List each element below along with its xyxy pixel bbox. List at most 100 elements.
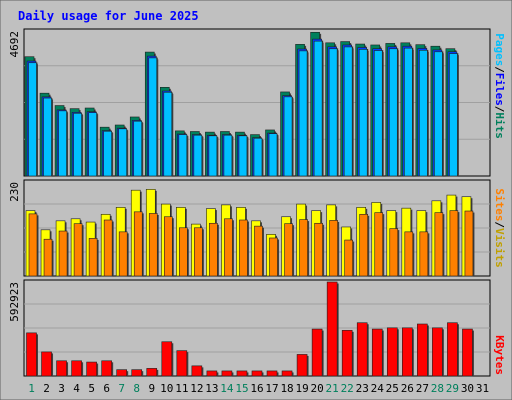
day-label: 28 bbox=[431, 382, 444, 395]
sites-bar bbox=[344, 239, 353, 277]
sites-bar bbox=[374, 212, 384, 277]
sites-bar bbox=[28, 213, 38, 277]
visits-axis-label: Visits bbox=[493, 228, 506, 268]
pages-bar bbox=[43, 97, 52, 177]
pages-bar bbox=[449, 53, 458, 177]
sites-bar bbox=[239, 219, 248, 277]
day-label: 29 bbox=[446, 382, 459, 395]
sites-bar bbox=[88, 238, 98, 277]
kbytes-bar bbox=[386, 327, 398, 377]
sites-bar bbox=[269, 237, 278, 277]
sites-bar bbox=[209, 222, 218, 277]
pages-bar bbox=[58, 110, 67, 177]
pages-bar bbox=[148, 57, 158, 177]
kbytes-bar bbox=[311, 328, 323, 377]
day-label: 27 bbox=[416, 382, 429, 395]
day-label: 21 bbox=[326, 382, 339, 395]
kbytes-bar bbox=[251, 370, 263, 377]
hits-panel-axis-label: Pages / Files / Hits bbox=[493, 33, 506, 139]
day-label: 11 bbox=[175, 382, 188, 395]
pages-bar bbox=[208, 135, 218, 177]
day-label: 4 bbox=[73, 382, 80, 395]
pages-bar bbox=[419, 49, 428, 177]
pages-bar bbox=[253, 137, 263, 177]
chart-title: Daily usage for June 2025 bbox=[18, 9, 199, 23]
kbytes-bar bbox=[447, 322, 458, 377]
pages-bar bbox=[193, 134, 203, 177]
day-label: 15 bbox=[235, 382, 248, 395]
day-label: 13 bbox=[205, 382, 218, 395]
hits-panel-max-tick: 4692 bbox=[8, 31, 21, 58]
kbytes-bar bbox=[341, 330, 353, 377]
day-label: 2 bbox=[43, 382, 50, 395]
pages-bar bbox=[388, 48, 398, 177]
day-label: 31 bbox=[476, 382, 489, 395]
sites-bar bbox=[389, 228, 399, 277]
day-label: 20 bbox=[311, 382, 324, 395]
sites-bar bbox=[299, 219, 308, 277]
sites-bar bbox=[449, 210, 459, 277]
kbytes-bar bbox=[417, 323, 428, 377]
kbytes-bar bbox=[56, 360, 67, 377]
sites-bar bbox=[58, 230, 68, 277]
day-label: 24 bbox=[371, 382, 385, 395]
day-label: 9 bbox=[148, 382, 155, 395]
pages-bar bbox=[118, 128, 127, 177]
sites-bar bbox=[404, 231, 414, 277]
kbytes-bar bbox=[176, 350, 188, 377]
kbytes-panel-max-tick: 592923 bbox=[8, 282, 21, 322]
day-label: 8 bbox=[133, 382, 140, 395]
kbytes-bar bbox=[26, 332, 37, 377]
kbytes-bar bbox=[131, 369, 143, 377]
day-label: 3 bbox=[58, 382, 65, 395]
kbytes-bar bbox=[86, 361, 97, 377]
ylabel-separator: / bbox=[493, 221, 506, 228]
pages-bar bbox=[283, 96, 293, 177]
sites-bar bbox=[179, 227, 188, 277]
day-axis-labels: 1 2 3 4 5 6 7 8 9 10 11 12 13 14 15 16 17 18 19 20 21 22 23 24 2… bbox=[28, 382, 489, 395]
pages-bar bbox=[298, 50, 308, 177]
sites-bar bbox=[133, 211, 143, 277]
kbytes-bar bbox=[236, 370, 248, 377]
hits-files-pages-panel bbox=[23, 28, 491, 177]
ylabel-separator: / bbox=[493, 66, 506, 73]
day-label: 5 bbox=[88, 382, 95, 395]
day-label: 7 bbox=[118, 382, 125, 395]
sites-bar bbox=[163, 216, 173, 277]
kbytes-bar bbox=[371, 328, 383, 377]
sites-bar bbox=[73, 223, 83, 277]
kbytes-bar bbox=[146, 368, 158, 377]
pages-bar bbox=[404, 47, 413, 177]
files-axis-label: Files bbox=[493, 73, 506, 106]
visits-panel-axis-label: Sites / Visits bbox=[493, 188, 506, 267]
kbytes-bar bbox=[281, 370, 293, 377]
kbytes-bar bbox=[432, 327, 443, 377]
kbytes-bar bbox=[221, 370, 233, 377]
kbytes-bar bbox=[266, 370, 278, 377]
pages-bar bbox=[358, 49, 368, 177]
pages-bar bbox=[328, 48, 338, 177]
hits-axis-label: Hits bbox=[493, 112, 506, 138]
day-label: 6 bbox=[103, 382, 110, 395]
kbytes-axis-label: KBytes bbox=[493, 335, 506, 375]
kbytes-bar bbox=[41, 351, 52, 377]
kbytes-bar bbox=[356, 322, 368, 377]
pages-bar bbox=[163, 91, 173, 177]
kbytes-bar bbox=[161, 341, 173, 377]
sites-bar bbox=[103, 219, 113, 277]
day-label: 19 bbox=[295, 382, 308, 395]
kbytes-bar bbox=[191, 365, 203, 377]
kbytes-panel bbox=[23, 279, 491, 377]
pages-bar bbox=[103, 130, 112, 177]
pages-bar bbox=[28, 62, 37, 177]
pages-bar bbox=[238, 135, 248, 177]
day-label: 14 bbox=[220, 382, 234, 395]
day-label: 16 bbox=[250, 382, 263, 395]
sites-bar bbox=[148, 213, 158, 277]
day-label: 30 bbox=[461, 382, 474, 395]
kbytes-bar bbox=[296, 354, 308, 377]
sites-bar bbox=[434, 212, 444, 277]
day-label: 23 bbox=[356, 382, 369, 395]
pages-bar bbox=[73, 112, 82, 177]
